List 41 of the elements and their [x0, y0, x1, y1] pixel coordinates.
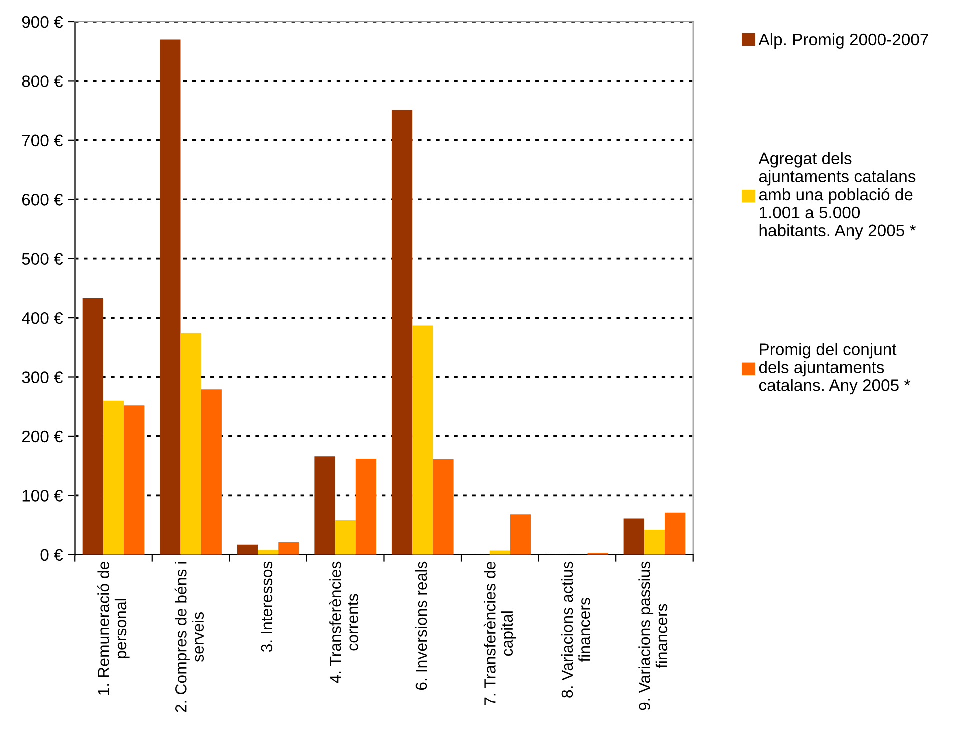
bar	[510, 514, 532, 555]
bar	[82, 298, 104, 555]
bar	[412, 326, 434, 555]
y-tick-label: 600 €	[22, 194, 64, 206]
x-tick-label: 4. Transferències corrents	[329, 562, 358, 684]
legend-label: Promig del conjunt dels ajuntaments catalans. Any 2005 *	[759, 343, 910, 395]
x-tick-label: 1. Remuneració de personal	[98, 562, 130, 695]
y-tick-label: 300 €	[22, 372, 64, 384]
bar	[201, 390, 222, 555]
x-tick-label: 7. Transferències de capital	[484, 562, 516, 706]
bar	[180, 333, 202, 555]
x-tick-label: 9. Variacions passius financers	[638, 562, 668, 710]
y-tick-label: 800 €	[22, 76, 64, 88]
bar	[160, 40, 181, 555]
y-tick-label: 200 €	[22, 430, 64, 443]
bar	[644, 530, 666, 555]
y-tick-label: 0 €	[40, 549, 64, 562]
y-tick-label: 700 €	[22, 134, 64, 147]
y-tick-label: 100 €	[22, 490, 64, 502]
bar	[103, 400, 124, 555]
bar	[392, 110, 413, 555]
y-tick-label: 500 €	[22, 253, 64, 266]
y-tick-label: 900 €	[22, 16, 64, 28]
bar	[314, 456, 336, 555]
bar	[624, 518, 644, 555]
bar	[335, 520, 356, 555]
bar	[490, 550, 510, 555]
y-tick-label: 400 €	[22, 312, 64, 324]
bar	[433, 460, 454, 555]
x-tick-label: 8. Variacions actius financers	[561, 562, 590, 698]
bar	[124, 406, 145, 555]
bar	[665, 512, 686, 555]
bar	[237, 544, 258, 555]
bar	[356, 458, 377, 555]
x-tick-label: 2. Compres de béns i serveis	[174, 562, 204, 712]
bar	[258, 550, 279, 555]
x-tick-label: 3. Interessos	[261, 562, 273, 652]
legend-label: Agregat dels ajuntaments catalans amb una població de 1.001 a 5.000 habitants. Any 2005 *	[758, 152, 916, 240]
x-tick-label: 6. Inversions reals	[415, 562, 428, 690]
legend-label: Alp. Promig 2000-2007	[758, 33, 928, 49]
bar	[278, 542, 300, 555]
